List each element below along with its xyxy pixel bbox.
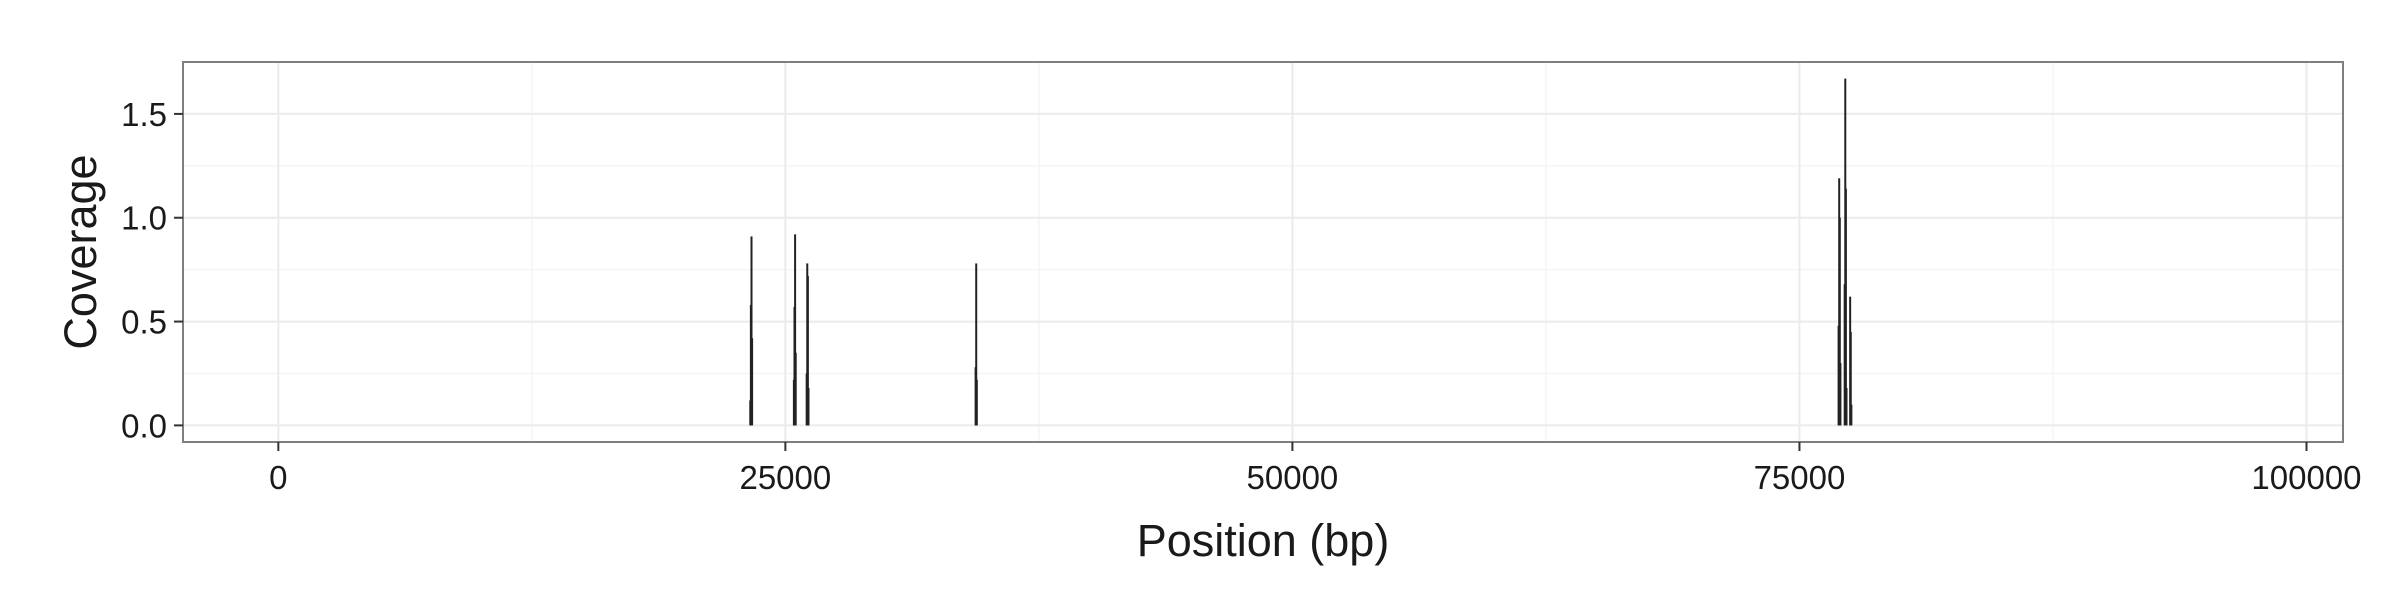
coverage-bar (1839, 363, 1842, 426)
coverage-bar (806, 275, 809, 426)
x-tick-label: 50000 (1247, 459, 1339, 496)
coverage-bar (1838, 217, 1841, 426)
x-tick-label: 25000 (739, 459, 831, 496)
x-tick-label: 0 (269, 459, 287, 496)
y-tick-label: 1.5 (121, 96, 167, 133)
y-axis-title: Coverage (55, 154, 106, 349)
y-tick-label: 0.0 (121, 407, 167, 444)
y-tick-labels: 0.0 0.5 1.0 1.5 (121, 96, 167, 444)
coverage-bar (794, 234, 797, 426)
plot-panel-background (183, 62, 2343, 442)
coverage-bar (1849, 331, 1852, 426)
grid-lines (183, 62, 2343, 442)
coverage-bar (1844, 188, 1847, 426)
coverage-bar (807, 388, 810, 426)
coverage-bar (975, 263, 978, 426)
y-tick-label: 0.5 (121, 304, 167, 341)
coverage-bars (749, 78, 1853, 426)
coverage-bar (1850, 404, 1853, 426)
coverage-bar (794, 352, 797, 426)
coverage-bar (975, 379, 978, 426)
x-axis-title: Position (bp) (1137, 515, 1390, 566)
plot-panel-border (182, 61, 2344, 443)
y-tick-label: 1.0 (121, 200, 167, 237)
axis-ticks (174, 112, 2308, 451)
x-tick-label: 100000 (2251, 459, 2361, 496)
coverage-bar (751, 338, 754, 426)
coverage-bar (1845, 388, 1848, 426)
x-tick-label: 75000 (1754, 459, 1846, 496)
x-tick-labels: 0 25000 50000 75000 100000 (269, 459, 2361, 496)
coverage-bar (750, 236, 753, 426)
